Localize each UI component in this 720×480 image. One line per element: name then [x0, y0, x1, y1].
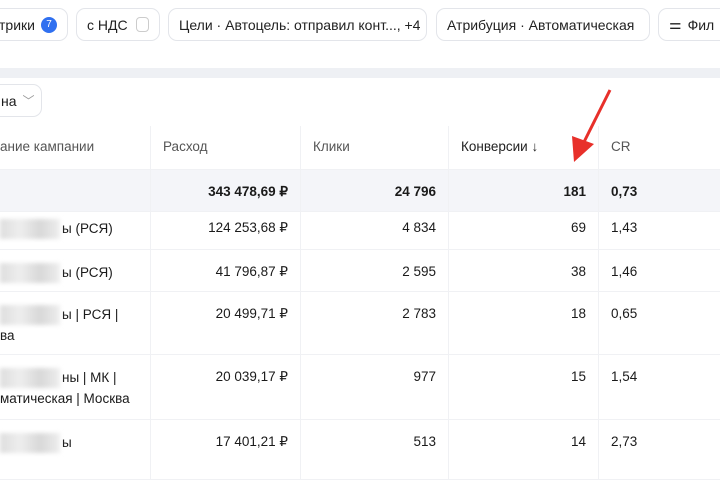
- clicks: 4 834: [300, 212, 448, 250]
- cr: 1,43: [598, 212, 720, 250]
- conversions: 18: [448, 292, 598, 355]
- header-clicks[interactable]: Клики: [300, 126, 448, 170]
- clicks: 2 595: [300, 250, 448, 292]
- annotation-arrow: [572, 89, 612, 162]
- header-conversions[interactable]: Конверсии ↓: [448, 126, 598, 170]
- chip-label: трики: [0, 16, 35, 33]
- table-row[interactable]: ы (РСЯ) 41 796,87 ₽ 2 595 38 1,46: [0, 250, 720, 292]
- redacted-name: [0, 305, 60, 326]
- campaign-name[interactable]: ны | МК | матическая | Москва: [0, 367, 150, 409]
- campaign-name-part: ва: [0, 328, 15, 344]
- count-badge: 7: [40, 16, 57, 33]
- table-row[interactable]: ы (РСЯ) 124 253,68 ₽ 4 834 69 1,43: [0, 212, 720, 250]
- filters-button[interactable]: ⚌ Фил: [658, 8, 720, 41]
- vat-toggle-chip[interactable]: с НДС: [76, 8, 160, 41]
- clicks: 2 783: [300, 292, 448, 355]
- table-header: ание кампании Расход Клики Конверсии ↓ C…: [0, 126, 720, 170]
- chip-label: Цели · Автоцель: отправил конт..., +4: [179, 16, 421, 33]
- campaign-name[interactable]: ы: [0, 432, 150, 454]
- campaign-name[interactable]: ы (РСЯ): [0, 262, 150, 284]
- attribution-filter-chip[interactable]: Атрибуция · Автоматическая: [436, 8, 650, 41]
- spend: 20 039,17 ₽: [150, 355, 300, 420]
- grouping-dropdown[interactable]: на ﹀: [0, 84, 42, 117]
- chevron-down-icon: ﹀: [22, 94, 35, 108]
- table-row[interactable]: ны | МК | матическая | Москва 20 039,17 ₽…: [0, 355, 720, 420]
- cr: 1,54: [598, 355, 720, 420]
- conversions: 14: [448, 420, 598, 480]
- conversions: 38: [448, 250, 598, 292]
- table-row[interactable]: ы | РСЯ | ва 20 499,71 ₽ 2 783 18 0,65: [0, 292, 720, 355]
- campaign-name[interactable]: ы | РСЯ | ва: [0, 304, 150, 346]
- campaign-name[interactable]: ы (РСЯ): [0, 218, 150, 240]
- metrics-filter-chip[interactable]: трики 7: [0, 8, 68, 41]
- campaign-name-part: ы | РСЯ |: [62, 307, 119, 322]
- total-row: 343 478,69 ₽ 24 796 181 0,73: [0, 170, 720, 212]
- dropdown-label: на: [1, 92, 17, 109]
- total-clicks: 24 796: [300, 170, 448, 212]
- redacted-name: [0, 433, 60, 454]
- goals-filter-chip[interactable]: Цели · Автоцель: отправил конт..., +4: [168, 8, 427, 41]
- chip-label: Фил: [687, 16, 715, 33]
- campaign-name-part: ны | МК |: [62, 370, 117, 385]
- redacted-name: [0, 368, 60, 389]
- total-conversions: 181: [448, 170, 598, 212]
- clicks: 513: [300, 420, 448, 480]
- total-cr: 0,73: [598, 170, 720, 212]
- section-divider: [0, 68, 720, 78]
- redacted-name: [0, 263, 60, 284]
- spend: 17 401,21 ₽: [150, 420, 300, 480]
- clicks: 977: [300, 355, 448, 420]
- vat-checkbox[interactable]: [135, 17, 149, 32]
- chip-label: с НДС: [87, 16, 128, 33]
- header-campaign-name[interactable]: ание кампании: [0, 139, 95, 154]
- campaign-name-part: ы (РСЯ): [62, 265, 113, 280]
- conversions: 15: [448, 355, 598, 420]
- total-spend: 343 478,69 ₽: [150, 170, 300, 212]
- spend: 20 499,71 ₽: [150, 292, 300, 355]
- cr: 0,65: [598, 292, 720, 355]
- spend: 41 796,87 ₽: [150, 250, 300, 292]
- chip-label: Атрибуция · Автоматическая: [447, 16, 635, 33]
- cr: 1,46: [598, 250, 720, 292]
- spend: 124 253,68 ₽: [150, 212, 300, 250]
- redacted-name: [0, 219, 60, 240]
- campaign-table: ание кампании Расход Клики Конверсии ↓ C…: [0, 126, 720, 480]
- cr: 2,73: [598, 420, 720, 480]
- table-row[interactable]: ы 17 401,21 ₽ 513 14 2,73: [0, 420, 720, 480]
- header-cr[interactable]: CR: [598, 126, 720, 170]
- conversions: 69: [448, 212, 598, 250]
- sliders-icon: ⚌: [669, 16, 682, 32]
- campaign-name-part: ы: [62, 435, 72, 450]
- campaign-name-part: матическая | Москва: [0, 391, 130, 407]
- campaign-name-part: ы (РСЯ): [62, 221, 113, 236]
- header-spend[interactable]: Расход: [150, 126, 300, 170]
